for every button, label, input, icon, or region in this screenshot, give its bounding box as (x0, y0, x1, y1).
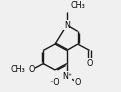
Text: O: O (86, 59, 93, 68)
Text: O: O (75, 78, 81, 87)
Text: N⁺: N⁺ (62, 72, 72, 81)
Text: N: N (64, 21, 70, 30)
Text: CH₃: CH₃ (71, 1, 85, 10)
Text: CH₃: CH₃ (11, 66, 26, 74)
Text: ⁻O: ⁻O (50, 78, 60, 87)
Text: O: O (28, 66, 35, 74)
